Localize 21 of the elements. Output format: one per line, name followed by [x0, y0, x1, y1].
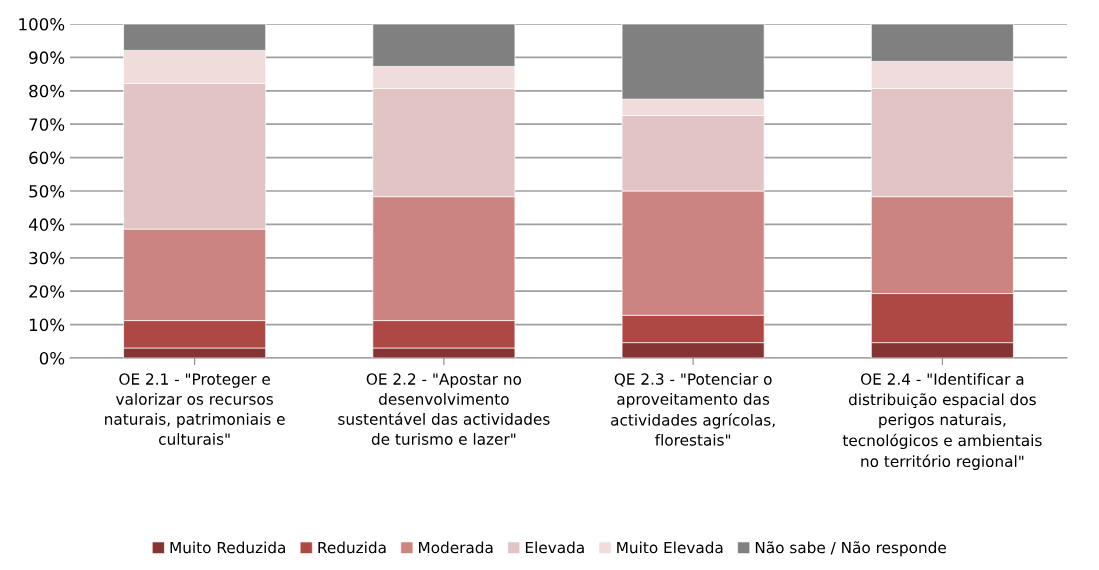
- y-tick-label: 100%: [19, 17, 65, 31]
- x-tick-label: OE 2.1 - "Proteger e valorizar os recursos naturais, patrimoniais e culturais": [105, 373, 285, 445]
- legend-label: Não sabe / Não responde: [755, 541, 946, 557]
- y-tick-label: 60%: [29, 151, 65, 165]
- y-tick-label: 50%: [29, 184, 65, 198]
- legend-label: Reduzida: [318, 541, 386, 554]
- legend-label: Muito Elevada: [617, 541, 723, 554]
- y-tick-label: 40%: [28, 218, 65, 231]
- y-tick-label: 80%: [29, 84, 65, 98]
- x-tick-label: OE 2.2 - "Apostar no desenvolvimento sustentável das actividades de turismo e lazer": [338, 373, 550, 445]
- y-tick-label: 30%: [29, 251, 65, 265]
- legend-label: Muito Reduzida: [170, 541, 285, 554]
- y-tick-label: 10%: [29, 318, 65, 332]
- y-tick-label: 70%: [29, 118, 65, 131]
- x-tick-label: OE 2.4 - "Identificar a distribuição espacial dos perigos naturais, tecnológicos e ambientais no território regional": [842, 373, 1042, 471]
- y-tick-label: 0%: [39, 351, 65, 365]
- y-tick-label: 90%: [29, 51, 65, 64]
- x-tick-label: QE 2.3 - "Potenciar o aproveitamento das actividades agrícolas, florestais": [611, 373, 775, 446]
- legend-label: Moderada: [419, 541, 493, 554]
- y-tick-label: 20%: [29, 285, 65, 298]
- legend-label: Elevada: [525, 541, 584, 554]
